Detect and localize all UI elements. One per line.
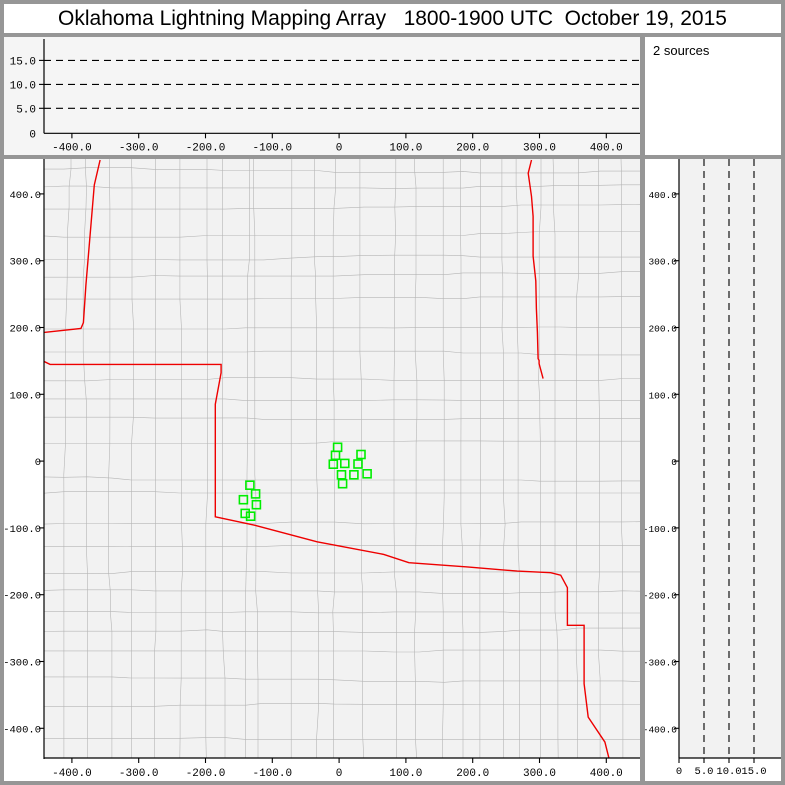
svg-text:400.0: 400.0 xyxy=(648,190,677,201)
svg-text:0: 0 xyxy=(336,768,343,780)
svg-text:-100.0: -100.0 xyxy=(252,768,292,780)
svg-text:-300.0: -300.0 xyxy=(119,142,159,154)
svg-text:10.0: 10.0 xyxy=(10,80,36,92)
svg-text:400.0: 400.0 xyxy=(9,190,41,202)
svg-text:0: 0 xyxy=(29,129,36,141)
svg-text:0: 0 xyxy=(671,457,677,468)
svg-text:-100.0: -100.0 xyxy=(4,524,41,536)
svg-text:5.0: 5.0 xyxy=(695,766,714,778)
svg-text:300.0: 300.0 xyxy=(9,257,41,269)
svg-text:-300.0: -300.0 xyxy=(645,658,677,669)
svg-text:-400.0: -400.0 xyxy=(4,724,41,736)
svg-text:200.0: 200.0 xyxy=(456,142,489,154)
svg-text:200.0: 200.0 xyxy=(648,324,677,335)
svg-text:100.0: 100.0 xyxy=(389,142,422,154)
svg-text:400.0: 400.0 xyxy=(590,768,623,780)
svg-text:-400.0: -400.0 xyxy=(645,724,677,735)
svg-text:15.0: 15.0 xyxy=(741,766,766,778)
svg-text:-200.0: -200.0 xyxy=(186,142,226,154)
svg-text:-400.0: -400.0 xyxy=(52,142,92,154)
svg-text:100.0: 100.0 xyxy=(9,390,41,402)
svg-text:5.0: 5.0 xyxy=(16,104,36,116)
svg-text:-100.0: -100.0 xyxy=(645,524,677,535)
svg-text:200.0: 200.0 xyxy=(9,324,41,336)
svg-text:10.0: 10.0 xyxy=(716,766,741,778)
svg-text:-200.0: -200.0 xyxy=(186,768,226,780)
svg-text:100.0: 100.0 xyxy=(648,390,677,401)
svg-text:-200.0: -200.0 xyxy=(645,591,677,602)
svg-text:0: 0 xyxy=(35,457,41,469)
svg-text:100.0: 100.0 xyxy=(389,768,422,780)
svg-text:-300.0: -300.0 xyxy=(119,768,159,780)
svg-text:300.0: 300.0 xyxy=(648,257,677,268)
svg-text:300.0: 300.0 xyxy=(523,142,556,154)
svg-text:300.0: 300.0 xyxy=(523,768,556,780)
svg-text:200.0: 200.0 xyxy=(456,768,489,780)
svg-text:400.0: 400.0 xyxy=(590,142,623,154)
svg-text:-300.0: -300.0 xyxy=(4,658,41,670)
svg-text:0: 0 xyxy=(336,142,343,154)
svg-text:15.0: 15.0 xyxy=(10,56,36,68)
svg-text:0: 0 xyxy=(676,766,682,778)
svg-text:-400.0: -400.0 xyxy=(52,768,92,780)
svg-text:-200.0: -200.0 xyxy=(4,591,41,603)
svg-text:-100.0: -100.0 xyxy=(252,142,292,154)
